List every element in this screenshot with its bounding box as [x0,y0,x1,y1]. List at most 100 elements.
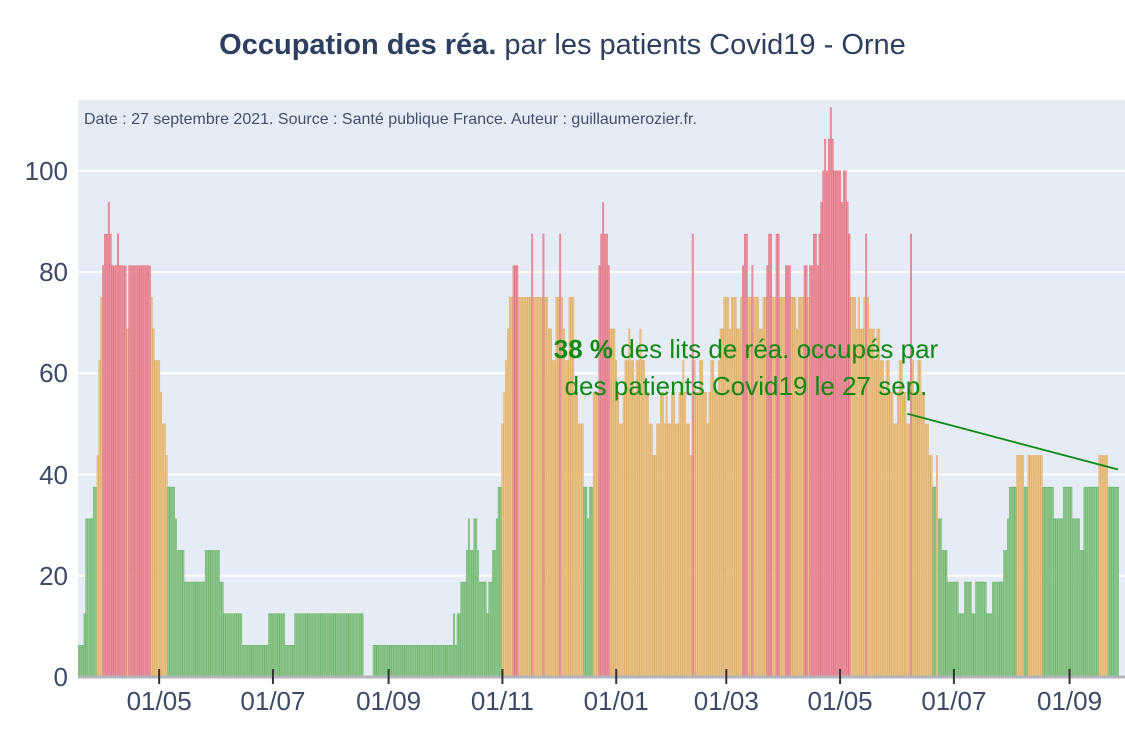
bar [1008,486,1011,678]
x-tick-mark [387,669,390,684]
bar [324,613,327,678]
bar [699,360,702,678]
bar [635,360,638,678]
bar [119,265,121,678]
bar [579,423,582,678]
bar [1081,550,1084,678]
bar [883,391,886,678]
bar [1109,486,1112,678]
bar [117,233,120,678]
bar [148,265,151,678]
bar [425,645,427,678]
bar [505,360,508,678]
bar [637,360,640,678]
bar [477,550,480,678]
bar [495,518,498,678]
bar [624,360,627,678]
bar [1087,486,1090,678]
bar [206,550,209,678]
bar [189,581,192,678]
bar [212,550,215,678]
bar [900,360,903,678]
y-tick-label: 0 [53,662,68,692]
bar [686,423,689,678]
bar [89,518,92,678]
bar [880,360,883,678]
bar [188,581,190,678]
bar [576,391,578,678]
bar [977,581,980,678]
bar [417,645,420,678]
bar [311,613,314,678]
bar [236,613,239,678]
bar [154,360,157,678]
bar [673,391,675,678]
bar [413,645,416,678]
bar [449,645,452,678]
bar [958,613,961,678]
bar [911,360,914,678]
bar [171,486,174,678]
bar [296,613,299,678]
bar [1035,455,1037,678]
bar [1113,486,1116,678]
bar [161,423,164,678]
bar [247,645,250,678]
bar [113,265,116,678]
bar [107,202,110,678]
bar [665,391,668,678]
bar [1007,518,1009,678]
bar [587,518,590,678]
bar [693,360,696,678]
bar [1066,486,1069,678]
bar [411,645,414,678]
bar [622,391,625,678]
x-axis-line [78,675,1125,679]
bar [398,645,401,678]
gridline [78,169,1125,172]
bar [645,391,647,678]
bar [542,233,545,678]
bar [581,423,584,678]
bar [831,138,834,678]
bar [221,581,224,678]
bar [378,645,381,678]
bar [410,645,412,678]
bar [887,360,890,678]
bar [350,613,353,678]
bar [326,613,328,678]
bar [1055,518,1058,678]
bar [318,613,321,678]
bar [156,360,159,678]
bar [245,645,248,678]
bar [566,360,569,678]
bar [647,391,649,678]
bar [682,360,685,678]
bar [458,613,461,678]
bar [426,645,429,678]
bar [298,613,300,678]
bar [742,265,744,678]
bar [988,613,991,678]
bar [1100,455,1103,678]
bar [943,550,946,678]
bar [201,581,203,678]
bar [275,613,278,678]
bar [969,581,972,678]
bar [702,391,705,678]
bar [818,233,821,678]
bar [203,581,205,678]
bar [1023,486,1026,678]
bar [1064,486,1067,678]
x-tick-label: 01/03 [693,686,759,716]
bar [115,265,118,678]
bar [994,581,996,678]
bar [404,645,407,678]
bar [641,360,644,678]
bar [303,613,306,678]
bar [620,423,623,678]
bar [182,550,185,678]
bar [893,423,896,678]
bar [775,233,778,678]
y-tick-label: 100 [24,155,68,186]
